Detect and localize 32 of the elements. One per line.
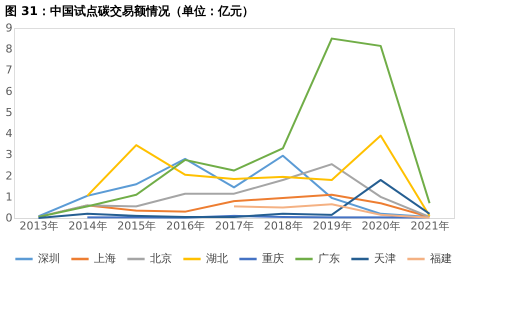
legend-label: 重庆 xyxy=(262,252,284,265)
y-tick-label: 9 xyxy=(6,22,12,34)
line-series xyxy=(233,203,431,219)
y-tick-label: 5 xyxy=(6,106,12,119)
y-tick-label: 4 xyxy=(6,127,12,140)
x-tick-label: 2016年 xyxy=(166,220,206,232)
y-tick-label: 3 xyxy=(6,148,12,162)
legend-label: 天津 xyxy=(374,252,396,265)
legend-label: 福建 xyxy=(430,252,452,265)
y-tick-label: 7 xyxy=(6,64,12,77)
y-tick-label: 0 xyxy=(6,212,12,224)
legend-label: 上海 xyxy=(94,252,116,265)
line-series xyxy=(86,134,431,217)
x-tick-label: 2015年 xyxy=(117,220,156,232)
x-tick-label: 2014年 xyxy=(68,220,108,232)
x-tick-label: 2017年 xyxy=(215,220,254,232)
x-tick-label: 2018年 xyxy=(264,220,303,232)
x-tick-label: 2021年 xyxy=(410,220,450,232)
legend-label: 湖北 xyxy=(206,252,228,265)
y-tick-label: 1 xyxy=(6,190,12,204)
x-tick-label: 2013年 xyxy=(19,220,58,232)
legend-label: 北京 xyxy=(150,252,172,265)
x-tick-label: 2020年 xyxy=(362,220,401,232)
y-tick-label: 2 xyxy=(6,169,12,182)
y-tick-label: 6 xyxy=(6,84,12,98)
y-tick-label: 8 xyxy=(6,42,12,56)
legend-label: 深圳 xyxy=(38,252,60,265)
x-tick-label: 2019年 xyxy=(312,220,352,232)
chart-title: 图 31：中国试点碳交易额情况（单位：亿元） xyxy=(5,4,254,18)
line-series xyxy=(37,38,431,218)
legend-label: 广东 xyxy=(318,252,340,265)
line-series xyxy=(37,179,431,219)
